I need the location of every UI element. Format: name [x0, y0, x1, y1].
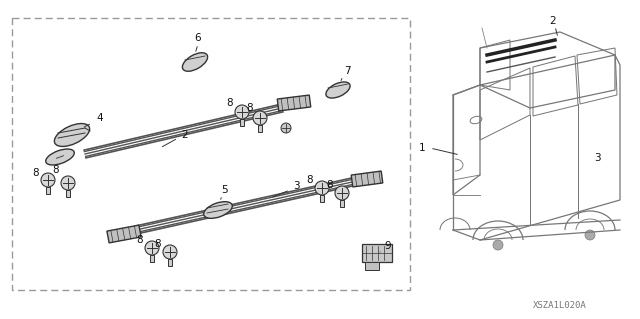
Circle shape [315, 181, 329, 195]
Text: 8: 8 [246, 103, 253, 113]
Bar [340, 200, 344, 207]
Text: 8: 8 [137, 235, 143, 245]
Text: 8: 8 [155, 239, 161, 249]
Bar [150, 255, 154, 262]
Ellipse shape [45, 149, 74, 165]
Circle shape [163, 245, 177, 259]
Text: XSZA1L020A: XSZA1L020A [533, 300, 587, 309]
Bar [319, 195, 324, 202]
Text: 8: 8 [33, 168, 39, 178]
Bar [45, 187, 51, 194]
Text: 4: 4 [97, 113, 103, 123]
Text: 3: 3 [594, 153, 600, 163]
Text: 8: 8 [326, 180, 333, 190]
Circle shape [585, 230, 595, 240]
Text: 7: 7 [344, 66, 350, 76]
Circle shape [235, 105, 249, 119]
Text: 9: 9 [385, 241, 391, 251]
Text: 6: 6 [195, 33, 202, 43]
Circle shape [335, 186, 349, 200]
Ellipse shape [182, 53, 207, 71]
Text: 3: 3 [292, 181, 300, 191]
FancyBboxPatch shape [107, 225, 141, 243]
Circle shape [281, 123, 291, 133]
Text: 2: 2 [550, 16, 556, 26]
FancyBboxPatch shape [351, 171, 383, 187]
FancyBboxPatch shape [362, 244, 392, 262]
Text: 8: 8 [307, 175, 314, 185]
Circle shape [41, 173, 55, 187]
Text: 5: 5 [221, 185, 228, 195]
Bar [239, 119, 244, 126]
Circle shape [493, 240, 503, 250]
Text: 2: 2 [182, 130, 188, 140]
Ellipse shape [54, 123, 90, 146]
Circle shape [145, 241, 159, 255]
FancyBboxPatch shape [277, 95, 311, 111]
Text: 8: 8 [227, 98, 234, 108]
Bar [168, 259, 172, 266]
Text: 1: 1 [419, 143, 426, 153]
Ellipse shape [326, 82, 350, 98]
Ellipse shape [204, 202, 232, 218]
FancyBboxPatch shape [365, 262, 379, 270]
Text: 8: 8 [52, 165, 60, 175]
Bar [257, 125, 262, 132]
Circle shape [253, 111, 267, 125]
Bar [65, 190, 70, 197]
Circle shape [61, 176, 75, 190]
